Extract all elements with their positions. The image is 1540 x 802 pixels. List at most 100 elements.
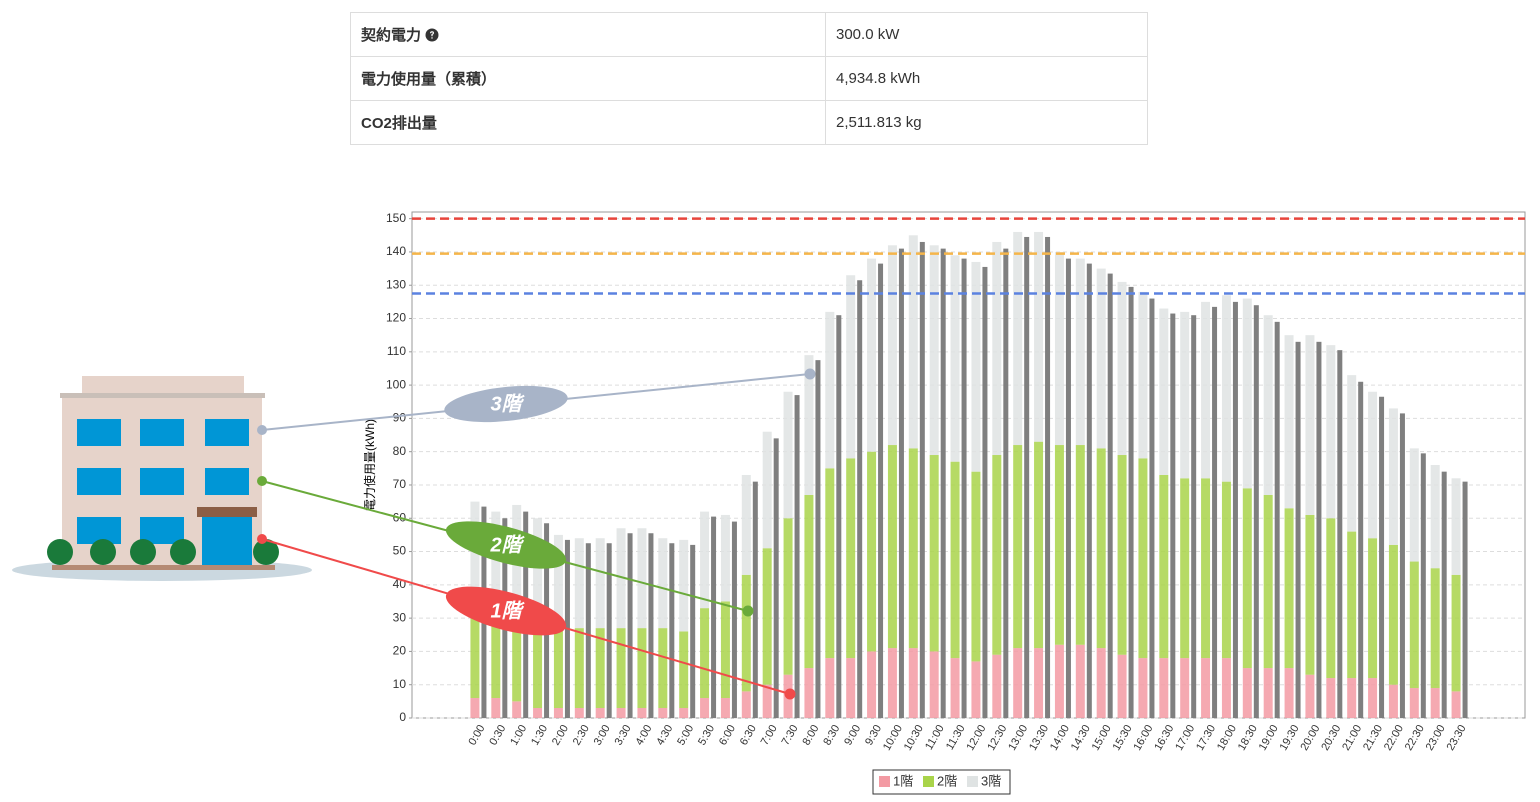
comparison-bar — [606, 543, 612, 718]
y-tick-label: 50 — [393, 544, 407, 558]
x-tick-label: 21:00 — [1340, 723, 1364, 753]
bar-segment — [825, 311, 835, 469]
comparison-bar — [1045, 236, 1051, 718]
bar-segment — [908, 648, 918, 718]
legend: 1階 2階 3階 — [872, 769, 1011, 795]
comparison-bar — [940, 248, 946, 719]
comparison-bar — [1274, 321, 1280, 718]
bar-segment — [867, 258, 877, 452]
comparison-bar — [1399, 413, 1405, 718]
x-tick-label: 9:30 — [863, 723, 884, 748]
x-tick-label: 16:00 — [1131, 723, 1155, 753]
bar-segment — [1368, 678, 1378, 718]
x-tick-label: 7:30 — [780, 723, 801, 748]
bar-segment — [1388, 408, 1398, 545]
bar-segment — [1180, 478, 1190, 659]
bar-segment — [595, 628, 605, 709]
bar-segment — [553, 708, 563, 718]
bar-segment — [1347, 531, 1357, 679]
bar-segment — [1117, 654, 1127, 718]
bar-segment — [470, 501, 480, 612]
bar-segment — [700, 511, 710, 609]
bar-segment — [679, 539, 689, 632]
x-tick-label: 3:00 — [592, 723, 613, 748]
bar-segment — [846, 275, 856, 459]
bar-segment — [658, 538, 668, 629]
bar-segment — [1326, 518, 1336, 679]
bar-segment — [470, 611, 480, 699]
bar-segment — [637, 528, 647, 629]
y-tick-label: 70 — [393, 477, 407, 491]
comparison-bar — [1065, 258, 1071, 718]
bar-segment — [1201, 478, 1211, 659]
y-tick-label: 140 — [386, 244, 406, 258]
bar-segment — [1451, 574, 1461, 692]
bar-segment — [741, 574, 751, 692]
bar-segment — [1075, 644, 1085, 718]
bar-segment — [741, 474, 751, 575]
bar-segment — [1013, 445, 1023, 649]
label: 契約電力 — [361, 27, 422, 44]
bar-segment — [1347, 678, 1357, 718]
bar-segment — [533, 624, 543, 709]
bar-segment — [1096, 448, 1106, 649]
x-tick-label: 0:00 — [466, 723, 487, 748]
x-tick-label: 8:00 — [800, 723, 821, 748]
comparison-bar — [1128, 286, 1134, 718]
bar-segment — [867, 651, 877, 718]
bar-segment — [553, 534, 563, 629]
x-tick-label: 12:00 — [964, 723, 988, 753]
value-cell: 2,511.813 kg — [825, 100, 1148, 145]
x-tick-label: 15:30 — [1111, 723, 1135, 753]
bar-segment — [971, 661, 981, 718]
comparison-bar — [1462, 481, 1468, 718]
comparison-bar — [1024, 236, 1030, 718]
x-tick-label: 0:30 — [487, 723, 508, 748]
x-tick-label: 23:30 — [1445, 723, 1469, 753]
comparison-bar — [982, 266, 988, 718]
x-tick-label: 18:00 — [1215, 723, 1239, 753]
x-tick-label: 22:30 — [1403, 723, 1427, 753]
x-tick-label: 14:30 — [1069, 723, 1093, 753]
comparison-bar — [836, 315, 842, 718]
comparison-bar — [961, 258, 967, 718]
bar-segment — [971, 471, 981, 662]
bar-segment — [637, 628, 647, 709]
bar-segment — [1034, 441, 1044, 649]
bar-segment — [1201, 658, 1211, 718]
x-tick-label: 11:00 — [923, 723, 947, 752]
bar-segment — [1054, 251, 1064, 446]
bar-segment — [1034, 231, 1044, 442]
bar-segment — [491, 614, 501, 699]
x-tick-label: 22:00 — [1382, 723, 1406, 753]
x-tick-label: 13:30 — [1027, 723, 1051, 753]
legend-label: 1階 — [893, 773, 913, 788]
legend-swatch — [967, 776, 978, 787]
x-tick-label: 2:30 — [571, 723, 592, 748]
bar-segment — [1221, 295, 1231, 482]
bar-segment — [1430, 465, 1440, 569]
bar-segment — [929, 455, 939, 652]
bar-segment — [762, 548, 772, 685]
label-cell: CO2排出量 — [350, 100, 826, 145]
x-tick-label: 21:30 — [1361, 723, 1385, 753]
bar-segment — [1305, 335, 1315, 515]
bar-segment — [1242, 488, 1252, 669]
comparison-bar — [1441, 471, 1447, 718]
bar-segment — [720, 698, 730, 718]
x-tick-label: 13:00 — [1006, 723, 1030, 753]
bar-segment — [1138, 291, 1148, 459]
bar-segment — [804, 494, 814, 669]
bar-segment — [887, 648, 897, 718]
comparison-bar — [1337, 350, 1343, 718]
bar-segment — [1117, 281, 1127, 456]
x-tick-label: 6:00 — [717, 723, 738, 748]
bar-segment — [1096, 268, 1106, 449]
help-icon[interactable] — [425, 28, 439, 42]
callouts: 3階 2階 1階 — [257, 368, 816, 700]
comparison-bar — [1170, 313, 1176, 718]
bar-segment — [1368, 538, 1378, 679]
bar-segment — [1305, 674, 1315, 718]
bar-segment — [616, 708, 626, 718]
x-tick-label: 18:30 — [1236, 723, 1260, 753]
